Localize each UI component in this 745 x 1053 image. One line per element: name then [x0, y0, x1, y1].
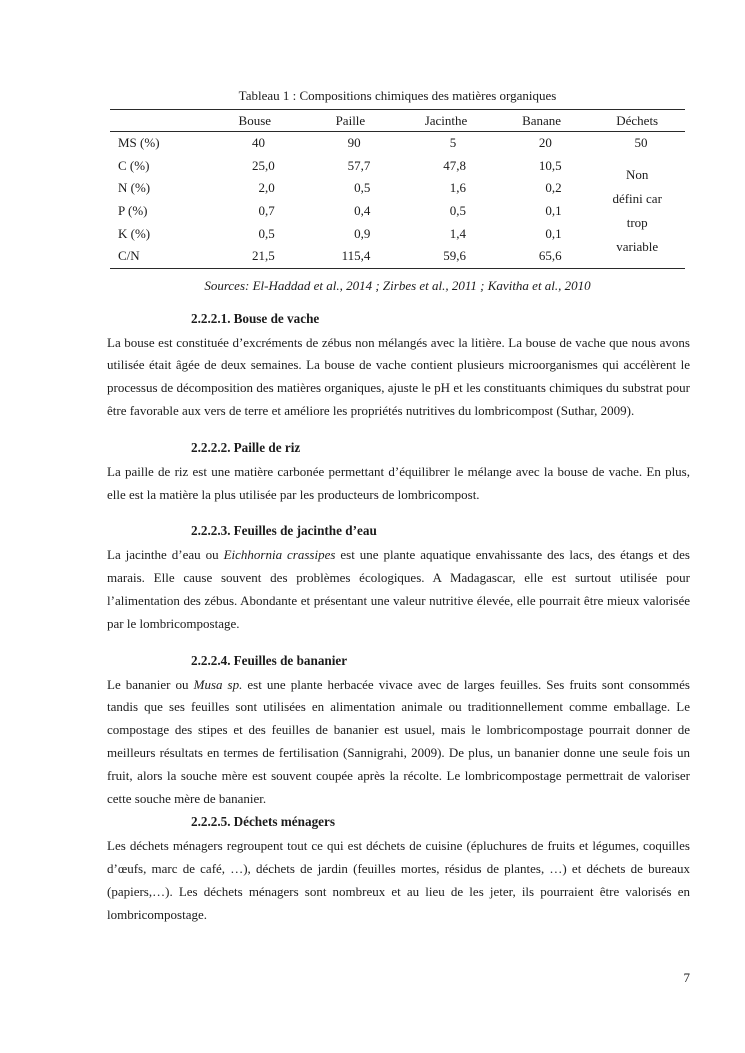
section-number: 2.2.2.2.	[191, 439, 231, 455]
section: 2.2.2.5. Déchets ménagers Les déchets ména…	[107, 812, 690, 926]
column-header: Banane	[493, 109, 590, 132]
section-heading: 2.2.2.1. Bouse de vache	[191, 309, 690, 328]
paragraph-text: La bouse est constituée d’excréments de …	[107, 334, 690, 418]
section-paragraph: Les déchets ménagers regroupent tout ce …	[107, 835, 690, 926]
section: 2.2.2.3. Feuilles de jacinthe d’eau La jac…	[107, 521, 690, 635]
row-label: C (%)	[118, 157, 150, 173]
section: 2.2.2.2. Paille de riz La paille de riz es…	[107, 438, 690, 507]
table-cell: 57,7	[347, 157, 371, 173]
table-sources: Sources: El-Haddad et al., 2014 ; Zirbes…	[204, 277, 591, 293]
table-cell: 50,0	[634, 135, 648, 151]
table-cell: 0,9	[354, 225, 371, 241]
paragraph-text: La jacinthe d’eau ou	[107, 547, 224, 563]
section-paragraph: La paille de riz est une matière carboné…	[107, 461, 690, 507]
table-cell: 21,5	[252, 248, 275, 264]
table-cell: 0,4	[354, 203, 371, 219]
row-label: K (%)	[118, 225, 151, 241]
paragraph-text: Les déchets ménagers regroupent tout ce …	[107, 838, 690, 922]
table-cell: 40,0	[252, 135, 266, 151]
column-header: Jacinthe	[398, 109, 494, 132]
page-number: 7	[683, 970, 691, 985]
table-header-row: Bouse Paille Jacinthe Banane Déchets	[110, 109, 685, 132]
paragraph-text: Le bananier ou	[107, 676, 194, 692]
table-cell: 1,4	[449, 225, 466, 241]
table-cell: 2,0	[258, 180, 275, 196]
column-header	[110, 109, 207, 132]
table-cell: 0,2	[545, 180, 562, 196]
species-name-italic: Eichhornia crassipes	[223, 547, 336, 563]
section-title: Feuilles de bananier	[233, 652, 348, 668]
paragraph-text: La paille de riz est une matière carboné…	[107, 463, 690, 502]
paragraph-text: est une plante herbacée vivace avec de l…	[107, 676, 690, 806]
section-number: 2.2.2.1.	[191, 310, 231, 326]
table-row: MS (%) 40,0 90,0 5,0 20,0 50,0	[110, 132, 685, 155]
section-title: Feuilles de jacinthe d’eau	[233, 523, 377, 539]
section-paragraph: La jacinthe d’eau ou Eichhornia crassipe…	[107, 544, 690, 635]
row-label: MS (%)	[118, 135, 160, 151]
species-name-italic: Musa sp.	[193, 676, 243, 692]
section-paragraph: Le bananier ou Musa sp. est une plante h…	[107, 674, 690, 811]
table-cell: 25,0	[252, 157, 275, 173]
chem-composition-table: Bouse Paille Jacinthe Banane Déchets MS (%) 4…	[110, 109, 685, 269]
table-cell: 5,0	[449, 135, 457, 151]
section-title: Paille de riz	[233, 439, 301, 455]
column-header: Déchets	[589, 109, 685, 132]
table-row: N (%) 2,0 0,5 1,6 0,2	[110, 177, 685, 200]
table-cell: 0,1	[545, 225, 562, 241]
table-cell: 90,0	[347, 135, 361, 151]
table-caption: Tableau 1 : Compositions chimiques des m…	[238, 88, 557, 103]
row-label: N (%)	[118, 180, 151, 196]
section-title: Déchets ménagers	[233, 814, 335, 830]
table-cell: 65,6	[538, 248, 562, 264]
sections-container: 2.2.2.1. Bouse de vache La bouse est const…	[107, 309, 690, 927]
paragraph-text: est une plante aquatique envahissante de…	[107, 547, 690, 631]
chem-table-head: Bouse Paille Jacinthe Banane Déchets	[110, 109, 685, 132]
table-cell: 0,7	[258, 203, 275, 219]
table-row: C/N 21,5 115,4 59,6 65,6	[110, 245, 685, 268]
table-cell: 0,5	[354, 180, 371, 196]
section: 2.2.2.4. Feuilles de bananier Le bananier …	[107, 651, 690, 811]
section-number: 2.2.2.3.	[191, 523, 231, 539]
table-cell: 0,5	[258, 225, 275, 241]
row-label: C/N	[118, 248, 140, 264]
table-cell: 20,0	[538, 135, 552, 151]
chem-table-body: MS (%) 40,0 90,0 5,0 20,0 50,0 C (%) 25,0 57,7 47…	[110, 132, 685, 269]
section-heading: 2.2.2.2. Paille de riz	[191, 438, 690, 457]
section-paragraph: La bouse est constituée d’excréments de …	[107, 332, 690, 423]
column-header: Paille	[302, 109, 399, 132]
table-cell: 10,5	[538, 157, 562, 173]
section-title: Bouse de vache	[233, 310, 320, 326]
table-cell: 0,1	[545, 203, 562, 219]
table-cell: 47,8	[443, 157, 466, 173]
section-heading: 2.2.2.4. Feuilles de bananier	[191, 651, 690, 670]
table-cell: 115,4	[341, 248, 371, 264]
section-number: 2.2.2.4.	[191, 652, 231, 668]
table-cell: 1,6	[449, 180, 466, 196]
section-heading: 2.2.2.5. Déchets ménagers	[191, 812, 690, 831]
row-label: P (%)	[118, 203, 148, 219]
table-cell: 0,5	[449, 203, 466, 219]
merged-cell-non-defini: Non défini car trop variable	[612, 167, 662, 255]
section-heading: 2.2.2.3. Feuilles de jacinthe d’eau	[191, 521, 690, 540]
table-row: C (%) 25,0 57,7 47,8 10,5 Non défini car trop…	[110, 155, 685, 254]
column-header: Bouse	[207, 109, 303, 132]
section-number: 2.2.2.5.	[191, 814, 231, 830]
table-cell: 59,6	[443, 248, 466, 264]
table-row: K (%) 0,5 0,9 1,4 0,1	[110, 222, 685, 245]
table-row: P (%) 0,7 0,4 0,5 0,1	[110, 200, 685, 223]
section: 2.2.2.1. Bouse de vache La bouse est const…	[107, 309, 690, 423]
